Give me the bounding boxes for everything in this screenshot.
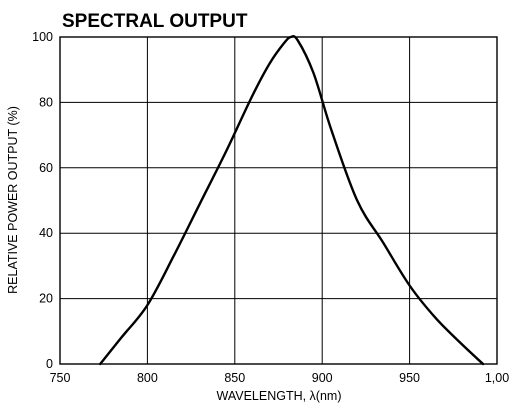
- grid-layer: [60, 37, 497, 364]
- y-tick-label: 80: [39, 95, 53, 109]
- x-tick-label: 950: [399, 371, 420, 385]
- y-tick-label: 40: [39, 226, 53, 240]
- tick-labels: 750 800 850 900 950 1,00 0 20 40 60 80 100: [32, 30, 509, 385]
- x-tick-label: 850: [224, 371, 245, 385]
- plot-frame: [59, 36, 498, 365]
- x-tick-label: 800: [137, 371, 158, 385]
- y-tick-label: 0: [46, 357, 53, 371]
- x-axis-label: WAVELENGTH, λ(nm): [216, 389, 341, 403]
- spectral-curve: [99, 35, 485, 366]
- chart-title: SPECTRAL OUTPUT: [62, 11, 248, 32]
- y-axis-label: RELATIVE POWER OUTPUT (%): [6, 106, 20, 294]
- series-layer: [99, 35, 485, 366]
- y-tick-label: 100: [32, 30, 53, 44]
- x-tick-label: 1,00: [485, 371, 509, 385]
- x-tick-label: 750: [50, 371, 71, 385]
- y-tick-label: 20: [39, 292, 53, 306]
- y-tick-label: 60: [39, 161, 53, 175]
- x-tick-label: 900: [312, 371, 333, 385]
